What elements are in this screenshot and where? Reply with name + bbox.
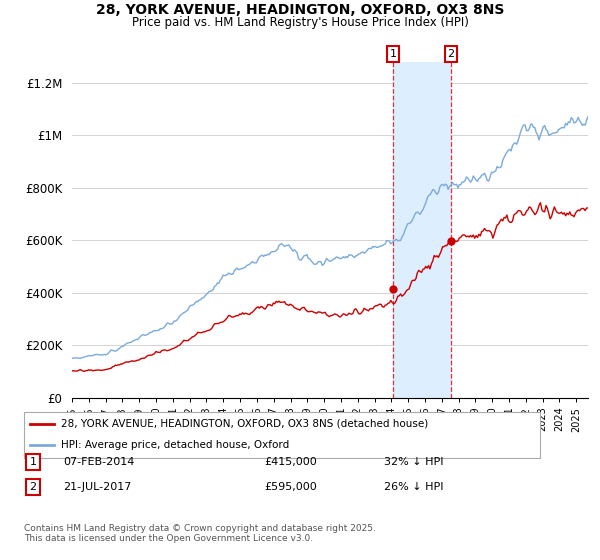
Text: 2: 2 — [448, 49, 455, 59]
Text: Price paid vs. HM Land Registry's House Price Index (HPI): Price paid vs. HM Land Registry's House … — [131, 16, 469, 29]
Text: 21-JUL-2017: 21-JUL-2017 — [63, 482, 131, 492]
Text: 26% ↓ HPI: 26% ↓ HPI — [384, 482, 443, 492]
Text: 28, YORK AVENUE, HEADINGTON, OXFORD, OX3 8NS (detached house): 28, YORK AVENUE, HEADINGTON, OXFORD, OX3… — [61, 419, 428, 429]
Text: £595,000: £595,000 — [264, 482, 317, 492]
Text: 07-FEB-2014: 07-FEB-2014 — [63, 457, 134, 467]
Bar — [393, 62, 451, 398]
Text: Contains HM Land Registry data © Crown copyright and database right 2025.
This d: Contains HM Land Registry data © Crown c… — [24, 524, 376, 543]
Text: HPI: Average price, detached house, Oxford: HPI: Average price, detached house, Oxfo… — [61, 440, 289, 450]
Text: 28, YORK AVENUE, HEADINGTON, OXFORD, OX3 8NS: 28, YORK AVENUE, HEADINGTON, OXFORD, OX3… — [96, 3, 504, 17]
Text: 1: 1 — [389, 49, 397, 59]
Text: 32% ↓ HPI: 32% ↓ HPI — [384, 457, 443, 467]
Text: £415,000: £415,000 — [264, 457, 317, 467]
Text: 2: 2 — [29, 482, 37, 492]
Text: 1: 1 — [29, 457, 37, 467]
